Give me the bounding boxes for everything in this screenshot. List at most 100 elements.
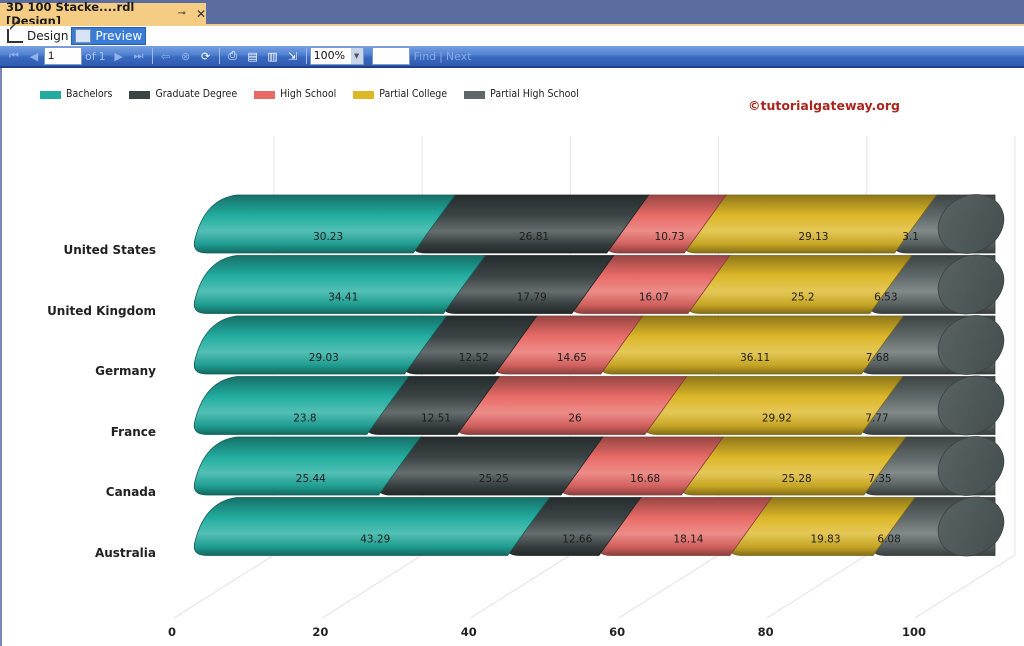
x-tick-label: 20 xyxy=(312,625,329,639)
preview-tab[interactable]: Preview xyxy=(71,27,147,45)
legend-label: Graduate Degree xyxy=(155,88,238,100)
category-label: Australia xyxy=(94,545,156,560)
bar-series: 30.23 26.81 10.73 29.13 3.1 34.41 17.79 16.07 25… xyxy=(193,194,1005,557)
legend-item: Partial High School xyxy=(464,88,579,100)
bar-row: 34.41 17.79 16.07 25.2 6.53 xyxy=(193,254,1005,315)
bar-row: 29.03 12.52 14.65 36.11 7.68 xyxy=(193,315,1005,375)
find-input[interactable] xyxy=(371,47,410,65)
data-label: 25.44 xyxy=(296,473,326,485)
x-tick-label: 80 xyxy=(757,625,774,639)
data-label: 10.73 xyxy=(655,231,685,243)
mode-bar: Design Preview xyxy=(0,24,1024,46)
data-label: 7.35 xyxy=(868,473,891,485)
data-label: 6.08 xyxy=(877,534,900,546)
bar-end-cap xyxy=(937,315,1005,375)
data-label: 26 xyxy=(568,413,582,425)
last-page-icon[interactable]: ⏭ xyxy=(133,49,144,62)
category-label: France xyxy=(110,424,156,439)
bar-segment xyxy=(599,315,905,375)
legend-label: Partial High School xyxy=(490,88,579,100)
data-label: 17.79 xyxy=(517,292,547,304)
chevron-down-icon[interactable]: ▼ xyxy=(350,48,363,64)
data-label: 14.65 xyxy=(557,352,587,364)
bar-segment xyxy=(193,497,551,556)
data-label: 12.51 xyxy=(421,413,451,425)
x-tick-label: 60 xyxy=(609,625,626,639)
next-page-icon[interactable]: ▶ xyxy=(114,49,123,63)
refresh-icon[interactable]: ⟳ xyxy=(201,49,211,63)
preview-tab-label: Preview xyxy=(95,29,143,43)
x-tick-label: 0 xyxy=(167,625,177,639)
bar-end-cap xyxy=(937,254,1005,315)
category-label: United States xyxy=(63,243,156,257)
document-tab[interactable]: 3D 100 Stacke....rdl [Design] ⊸ ✕ xyxy=(0,0,206,28)
bar-end-cap xyxy=(937,496,1005,557)
find-link[interactable]: Find xyxy=(413,49,437,63)
x-tick-label: 40 xyxy=(460,625,477,639)
data-label: 16.68 xyxy=(630,473,660,485)
first-page-icon[interactable]: ⏮ xyxy=(9,49,19,62)
back-icon[interactable]: ⇦ xyxy=(161,49,171,63)
data-label: 36.11 xyxy=(740,352,770,364)
legend-swatch xyxy=(40,91,61,99)
data-label: 29.03 xyxy=(309,352,339,364)
bar-segment xyxy=(193,315,448,375)
zoom-select[interactable]: 100% ▼ xyxy=(309,47,364,65)
window-left-edge xyxy=(0,68,2,646)
legend-label: Partial College xyxy=(379,88,448,100)
legend-swatch xyxy=(464,91,486,99)
zoom-value: 100% xyxy=(313,49,346,62)
page-total-label: 1 xyxy=(98,49,106,63)
toolbar-separator xyxy=(218,48,220,64)
watermark: ©tutorialgateway.org xyxy=(748,98,900,113)
bar-segment xyxy=(683,194,938,254)
legend-item: High School xyxy=(254,88,336,100)
bar-row: 30.23 26.81 10.73 29.13 3.1 xyxy=(193,194,1005,254)
data-label: 23.8 xyxy=(293,413,316,425)
bar-segment xyxy=(193,255,487,314)
data-label: 25.28 xyxy=(782,473,812,485)
stop-icon[interactable]: ⊗ xyxy=(181,49,191,63)
data-label: 26.81 xyxy=(519,231,549,243)
bar-segment xyxy=(193,376,410,435)
find-separator: | xyxy=(439,49,443,63)
data-label: 43.29 xyxy=(360,534,390,546)
data-label: 7.68 xyxy=(866,352,889,364)
legend-item: Partial College xyxy=(353,88,447,100)
data-label: 30.23 xyxy=(313,231,343,243)
export-icon[interactable]: ⇲ xyxy=(288,49,298,63)
design-ruler-icon xyxy=(7,29,23,43)
legend-swatch xyxy=(129,91,151,99)
print-icon[interactable]: ⎙ xyxy=(228,49,238,62)
close-icon[interactable]: ✕ xyxy=(195,6,206,21)
data-label: 3.1 xyxy=(902,231,919,243)
category-label: Canada xyxy=(105,485,156,499)
previous-page-icon[interactable]: ◀ xyxy=(29,49,39,63)
data-label: 29.92 xyxy=(762,413,792,425)
find-next-link[interactable]: Next xyxy=(445,49,472,63)
pin-icon[interactable]: ⊸ xyxy=(177,8,186,19)
page-of-label: of xyxy=(85,49,96,63)
bar-segment xyxy=(193,436,422,496)
legend-swatch xyxy=(353,91,375,99)
data-label: 34.41 xyxy=(328,292,358,304)
page-setup-icon[interactable]: ▥ xyxy=(267,49,278,63)
category-label: United Kingdom xyxy=(47,303,156,318)
legend-item: Bachelors xyxy=(40,88,112,100)
bar-end-cap xyxy=(937,375,1005,436)
design-tab[interactable]: Design xyxy=(4,27,71,45)
preview-report-icon xyxy=(75,29,92,43)
bar-row: 43.29 12.66 18.14 19.83 6.08 xyxy=(193,496,1005,557)
page-number-input[interactable] xyxy=(44,47,82,65)
toolbar-separator xyxy=(151,48,153,64)
x-tick-label: 100 xyxy=(901,625,927,639)
legend-swatch xyxy=(254,91,276,99)
data-label: 12.66 xyxy=(562,534,592,546)
bar-end-cap xyxy=(937,194,1005,254)
data-label: 19.83 xyxy=(810,534,840,546)
data-label: 29.13 xyxy=(798,231,828,243)
print-layout-icon[interactable]: ▤ xyxy=(247,49,258,63)
bar-row: 25.44 25.25 16.68 25.28 7.35 xyxy=(193,436,1005,496)
bar-segment xyxy=(193,194,456,254)
data-label: 25.25 xyxy=(479,473,509,485)
